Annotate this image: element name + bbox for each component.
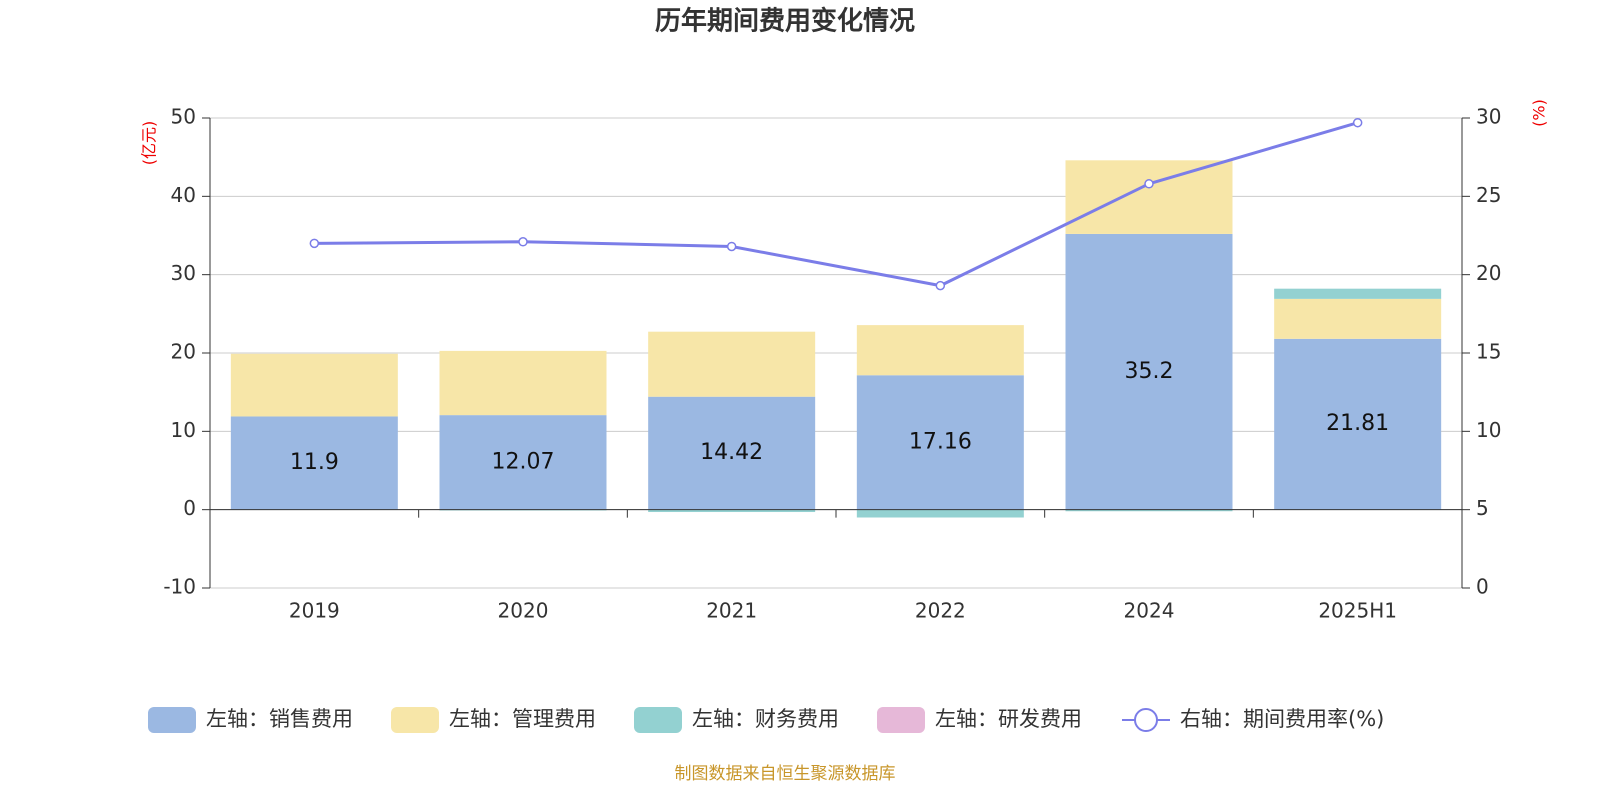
data-label: 35.2 [1125, 359, 1174, 384]
line-point [518, 237, 528, 247]
bar [1065, 160, 1233, 234]
bar [1274, 288, 1442, 299]
bar [439, 350, 607, 416]
data-label: 12.07 [492, 449, 555, 474]
y-tick-label: 50 [171, 105, 196, 129]
y2-tick-label: 5 [1476, 496, 1489, 520]
bar [648, 331, 816, 397]
x-tick-label: 2022 [915, 599, 966, 623]
bar [230, 416, 398, 510]
y2-tick-label: 15 [1476, 340, 1501, 364]
x-tick-label: 2025H1 [1318, 599, 1397, 623]
line-point [1352, 117, 1363, 128]
y-tick-label: -10 [163, 575, 196, 599]
line [314, 121, 1359, 288]
legend-label: 左轴：销售费用 [206, 707, 353, 731]
legend-label: 左轴：研发费用 [935, 707, 1082, 731]
y2-tick-label: 25 [1476, 183, 1501, 207]
data-label: 14.42 [700, 440, 763, 465]
y2-tick-label: 0 [1476, 575, 1489, 599]
y-tick-label: 0 [183, 496, 196, 520]
bar [856, 509, 1024, 518]
y-tick-label: 10 [171, 418, 196, 442]
y2-axis-label: (%) [1530, 99, 1549, 127]
bar [648, 396, 816, 510]
bar [230, 353, 398, 417]
legend-label: 左轴：管理费用 [449, 707, 596, 731]
y2-tick-label: 10 [1476, 418, 1501, 442]
legend-label: 右轴：期间费用率(%) [1180, 707, 1384, 731]
bar [1274, 298, 1442, 339]
y-axis-label: (亿元) [140, 121, 159, 166]
bar [439, 415, 607, 510]
bar [648, 509, 816, 513]
bar [856, 325, 1024, 376]
y-tick-label: 40 [171, 183, 196, 207]
line-point [1144, 179, 1154, 189]
line-point [726, 241, 737, 252]
bar [1065, 509, 1233, 512]
bar [856, 375, 1024, 510]
legend-swatch [877, 707, 925, 733]
y2-tick-label: 20 [1476, 261, 1501, 285]
data-label: 17.16 [909, 429, 972, 454]
y2-tick-label: 30 [1476, 105, 1501, 129]
legend-swatch [634, 707, 682, 733]
x-tick-label: 2021 [706, 599, 757, 623]
legend-swatch [391, 707, 439, 733]
x-tick-label: 2024 [1124, 599, 1175, 623]
data-label: 21.81 [1326, 411, 1389, 436]
x-tick-label: 2019 [289, 599, 340, 623]
x-tick-label: 2020 [498, 599, 549, 623]
data-label: 11.9 [290, 450, 339, 475]
line-point [935, 280, 946, 291]
chart-title: 历年期间费用变化情况 [655, 6, 915, 37]
legend-swatch [1134, 708, 1158, 732]
bar [1065, 233, 1233, 510]
bar [1274, 338, 1442, 510]
line-point [309, 238, 320, 249]
y-tick-label: 30 [171, 261, 196, 285]
legend-label: 左轴：财务费用 [692, 707, 839, 731]
source-note: 制图数据来自恒生聚源数据库 [675, 764, 896, 784]
legend-swatch [148, 707, 196, 733]
y-tick-label: 20 [171, 340, 196, 364]
